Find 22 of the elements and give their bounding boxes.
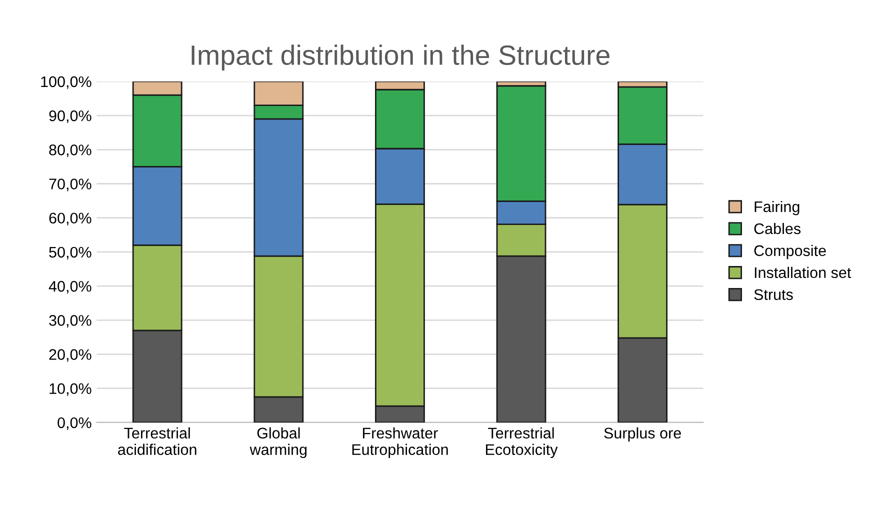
y-tick-label: 30,0% [49, 315, 92, 328]
y-tick-label: 0,0% [58, 417, 92, 430]
y-tick-label: 80,0% [49, 144, 92, 158]
x-tick-label: Terrestrial Ecotoxicity [486, 427, 558, 458]
x-tick-label: Surplus ore [604, 427, 681, 442]
x-tick-label: Global warming [250, 427, 307, 458]
y-tick-label: 20,0% [49, 349, 92, 362]
x-tick-label: Freshwater Eutrophication [352, 427, 448, 458]
legend-label: Installation set [754, 266, 852, 278]
y-tick-label: 70,0% [49, 178, 92, 192]
legend-label: Composite [754, 244, 826, 260]
y-tick-label: 90,0% [49, 110, 92, 124]
legend-label: Struts [754, 289, 793, 300]
chart-title: Impact distribution in the Structure [192, 44, 610, 71]
legend-label: Fairing [754, 200, 800, 216]
legend-label: Cables [754, 222, 801, 234]
y-tick-label: 60,0% [49, 212, 92, 226]
y-tick-label: 50,0% [49, 246, 92, 260]
x-tick-label: Terrestrial acidification [118, 427, 196, 456]
y-tick-label: 10,0% [50, 383, 92, 396]
y-tick-label: 40,0% [48, 280, 92, 294]
y-tick-label: 100,0% [41, 76, 92, 89]
